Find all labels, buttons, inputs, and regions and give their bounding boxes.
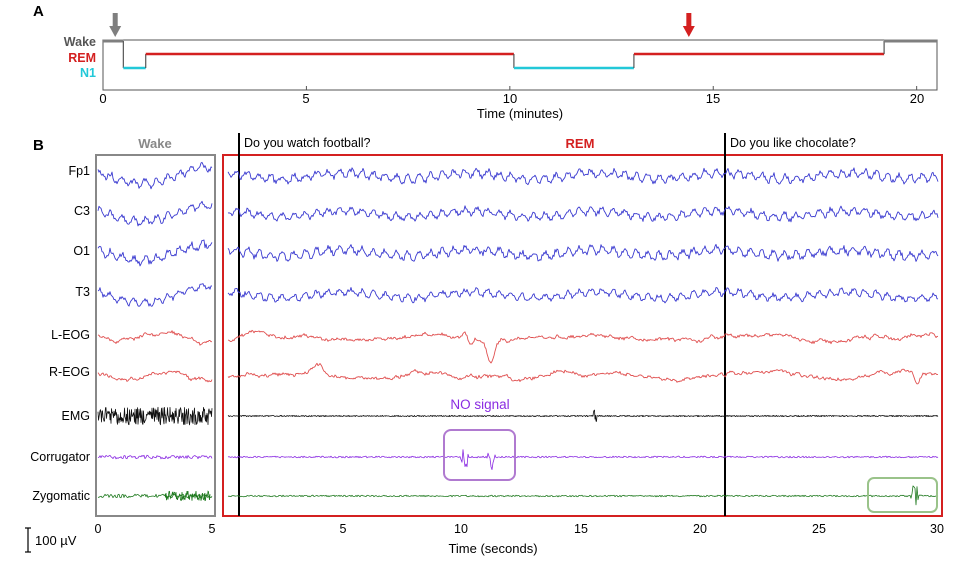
rem-xtick-10: 10 [454, 522, 468, 536]
trace-emg-rem [227, 409, 939, 422]
wake-xtick-5: 5 [209, 522, 216, 536]
stage-label-wake: Wake [64, 35, 96, 49]
channel-label-t3: T3 [75, 285, 90, 299]
hyp-xtick-10: 10 [503, 91, 517, 106]
no-signal-label: NO signal [450, 397, 509, 412]
hyp-xtick-15: 15 [706, 91, 720, 106]
trace-t3-wake [97, 283, 213, 307]
rem-xtick-15: 15 [574, 522, 588, 536]
stage-label-rem: REM [68, 51, 96, 65]
hypnogram [102, 13, 938, 91]
wake-title: Wake [138, 136, 171, 151]
scale-bar [25, 527, 31, 553]
rem-xtick-5: 5 [340, 522, 347, 536]
trace-r-eog-rem [227, 362, 939, 385]
channel-label-zygomatic: Zygomatic [32, 489, 90, 503]
marker-arrow-rem [682, 13, 695, 37]
trace-t3-rem [227, 287, 939, 304]
channel-label-fp1: Fp1 [68, 164, 90, 178]
traces-xlabel: Time (seconds) [448, 541, 537, 556]
rem-xtick-30: 30 [930, 522, 944, 536]
trace-corrugator-wake [97, 454, 213, 460]
trace-emg-wake [97, 406, 213, 426]
trace-l-eog-rem [227, 329, 939, 364]
trace-fp1-rem [227, 167, 939, 186]
rem-xtick-25: 25 [812, 522, 826, 536]
question-1-label: Do you watch football? [244, 136, 371, 150]
hyp-xtick-0: 0 [99, 91, 106, 106]
hyp-xlabel: Time (minutes) [477, 106, 563, 121]
channel-label-o1: O1 [73, 244, 90, 258]
panel-b-label: B [33, 137, 44, 154]
trace-c3-wake [97, 200, 213, 227]
zygomatic-highlight-box [867, 477, 938, 513]
rem-box [222, 154, 943, 517]
trace-l-eog-wake [97, 330, 212, 346]
rem-xtick-20: 20 [693, 522, 707, 536]
channel-label-c3: C3 [74, 204, 90, 218]
trace-zygomatic-rem [227, 485, 939, 506]
wake-box [95, 154, 216, 517]
wake-xtick-0: 0 [95, 522, 102, 536]
trace-r-eog-wake [97, 370, 213, 383]
trace-fp1-wake [97, 161, 213, 190]
channel-label-corrugator: Corrugator [30, 450, 90, 464]
hypnogram-frame [102, 39, 938, 91]
channel-label-emg: EMG [62, 409, 90, 423]
stage-label-n1: N1 [80, 66, 96, 80]
panel-a-label: A [33, 3, 44, 20]
hyp-xtick-20: 20 [910, 91, 924, 106]
trace-o1-wake [97, 239, 213, 267]
marker-arrow-wake [109, 13, 122, 37]
trace-corrugator-rem [227, 449, 939, 470]
hyp-xtick-5: 5 [302, 91, 309, 106]
scale-bar-label: 100 µV [35, 533, 77, 548]
rem-title: REM [566, 136, 595, 151]
trace-zygomatic-wake-burst [164, 490, 211, 502]
trace-c3-rem [227, 205, 939, 223]
eeg-traces [97, 161, 939, 506]
question-2-label: Do you like chocolate? [730, 136, 856, 150]
channel-label-l-eog: L-EOG [51, 328, 90, 342]
channel-label-r-eog: R-EOG [49, 365, 90, 379]
trace-o1-rem [227, 243, 939, 262]
corrugator-highlight-box [443, 429, 516, 481]
